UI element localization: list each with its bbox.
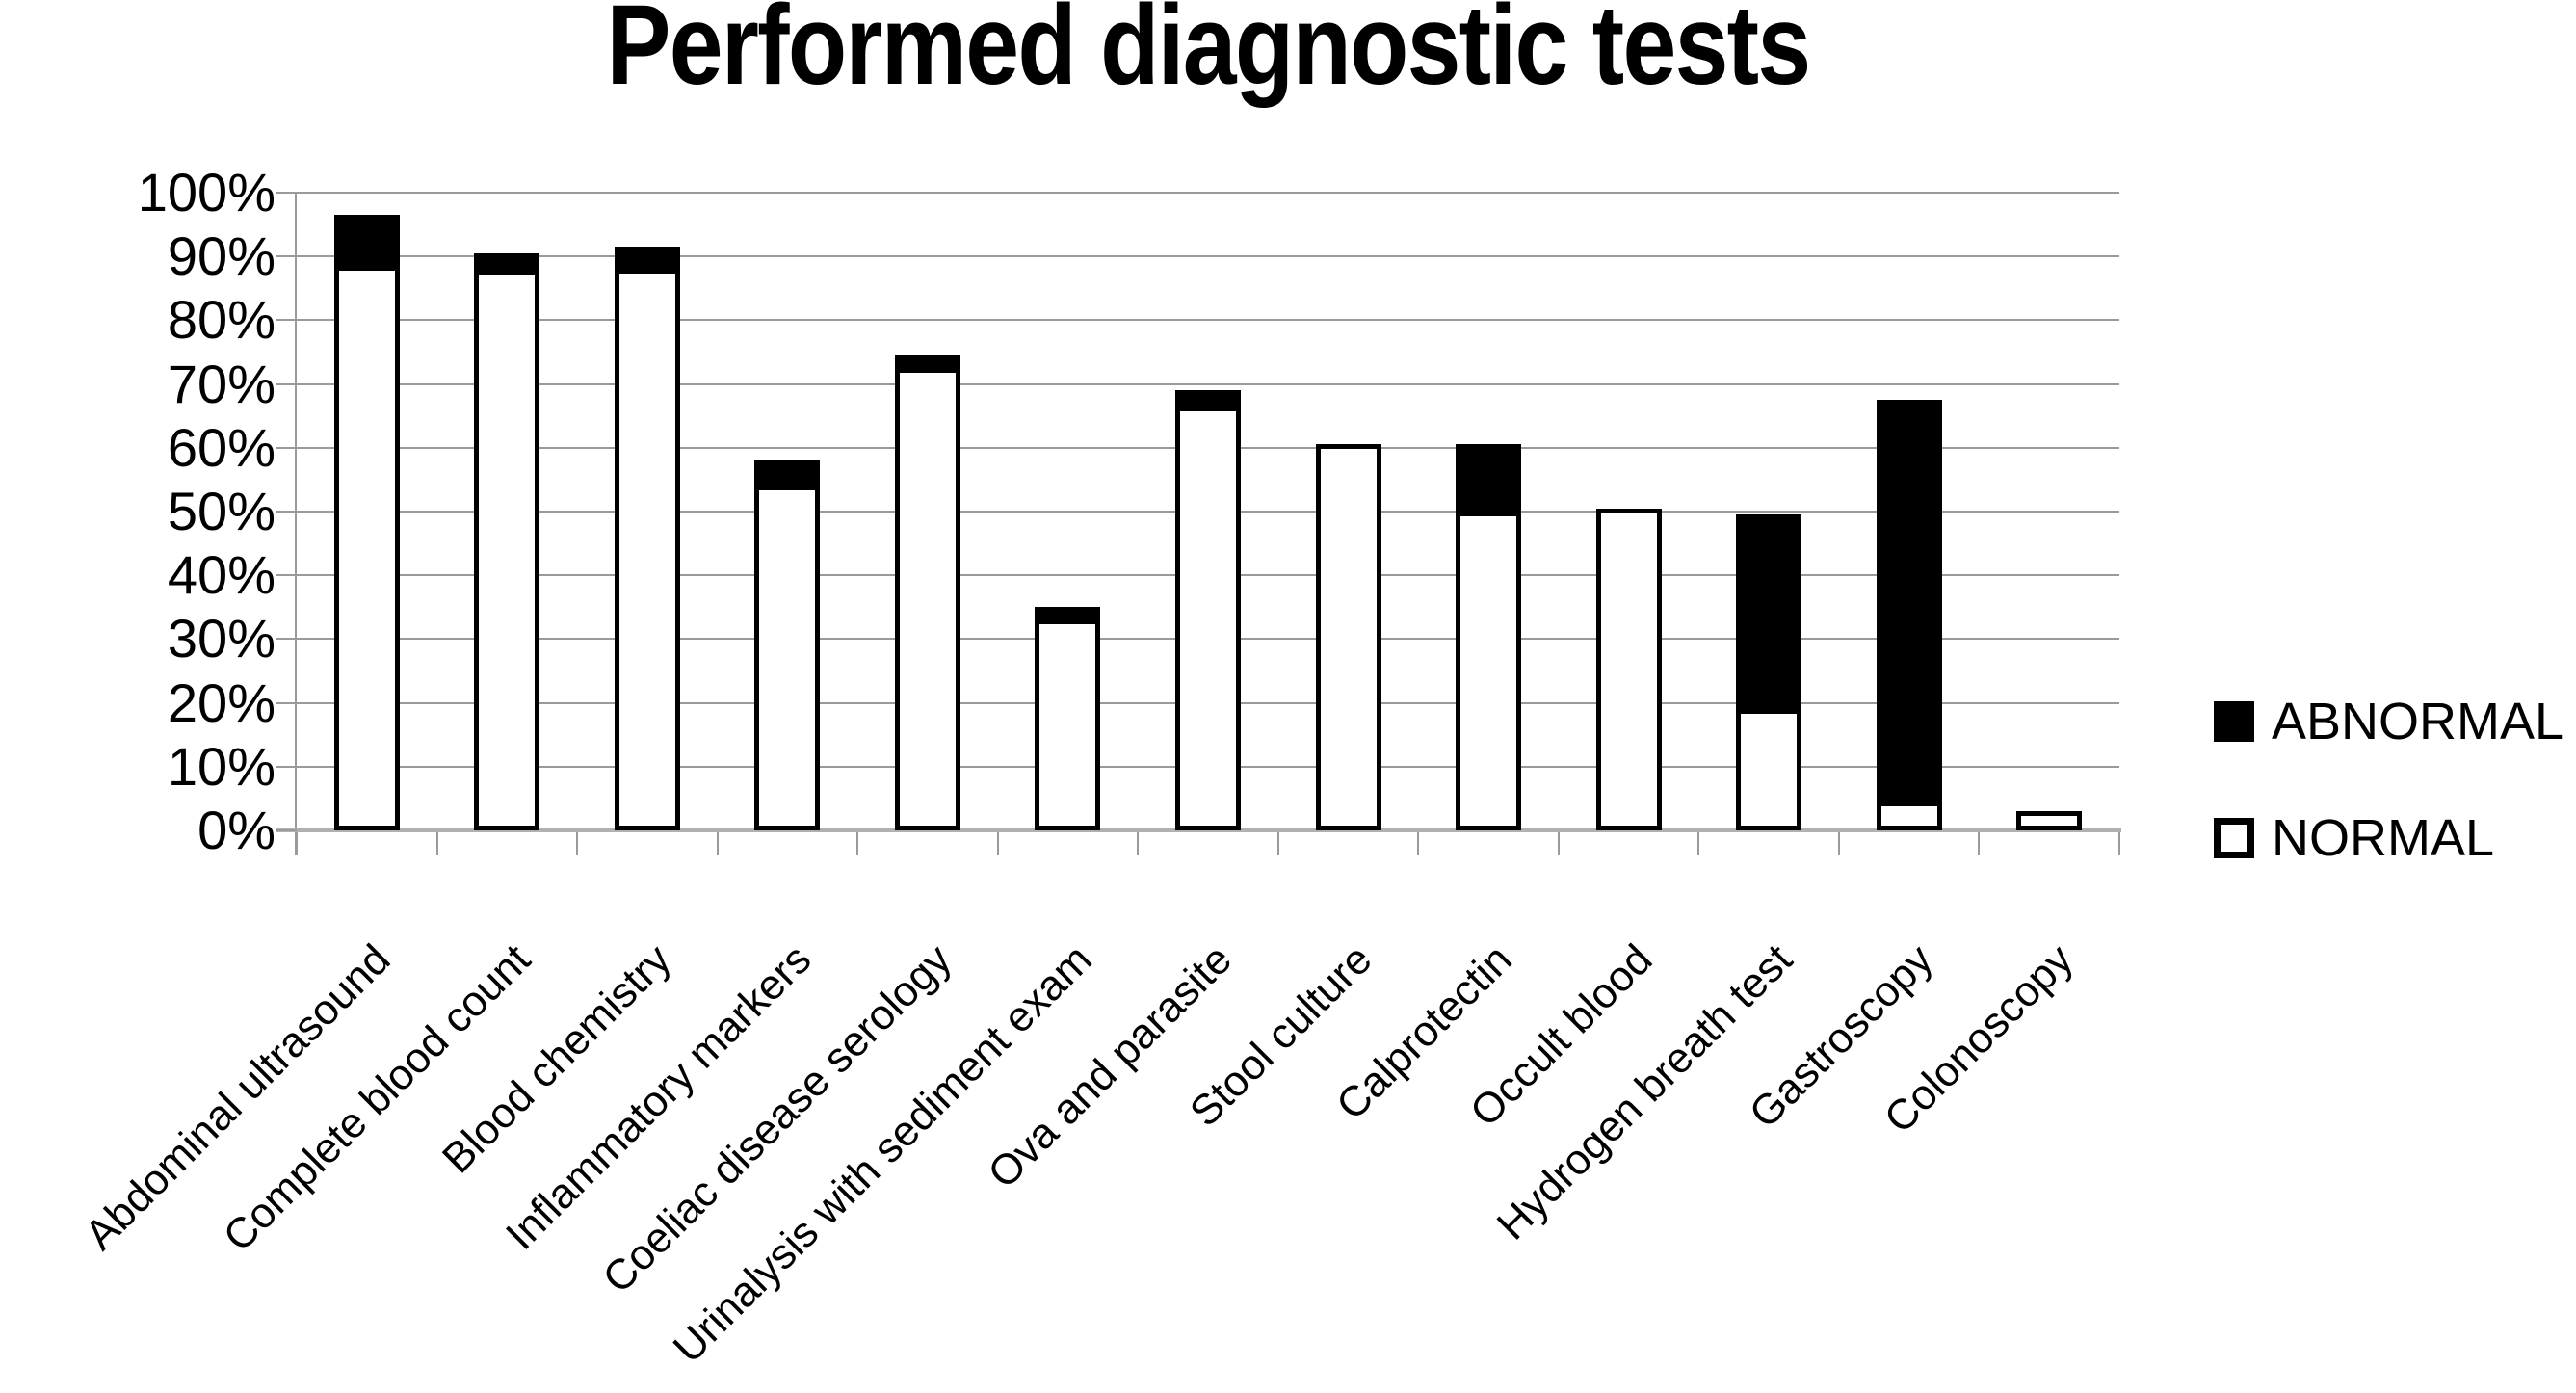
bar-segment-normal xyxy=(1595,509,1662,830)
bar-segment-normal xyxy=(754,486,821,830)
bar-segment-normal xyxy=(333,266,400,830)
x-tick-9 xyxy=(1557,832,1560,855)
bar-segment-abnormal xyxy=(1035,607,1101,619)
bar-complete-blood-count xyxy=(474,253,540,830)
bar-segment-normal xyxy=(1175,407,1241,830)
y-tick-40 xyxy=(276,574,297,577)
y-axis-label-10: 10% xyxy=(167,735,276,797)
bar-segment-abnormal xyxy=(614,247,680,269)
bar-segment-abnormal xyxy=(1456,444,1522,512)
gridline-100 xyxy=(297,192,2119,194)
x-tick-6 xyxy=(1137,832,1140,855)
bar-inflammatory-markers xyxy=(754,460,821,830)
bar-colonoscopy xyxy=(2016,811,2083,830)
x-tick-4 xyxy=(856,832,859,855)
x-tick-10 xyxy=(1697,832,1700,855)
bar-segment-normal xyxy=(1035,619,1101,830)
legend-label-normal: NORMAL xyxy=(2272,809,2495,867)
y-tick-70 xyxy=(276,382,297,385)
y-tick-50 xyxy=(276,511,297,513)
x-tick-7 xyxy=(1276,832,1279,855)
bar-segment-abnormal xyxy=(1736,514,1802,709)
y-axis-line xyxy=(295,193,297,855)
y-axis-label-90: 90% xyxy=(167,225,276,287)
legend-label-abnormal: ABNORMAL xyxy=(2272,693,2564,750)
x-tick-8 xyxy=(1417,832,1420,855)
gridline-80 xyxy=(297,319,2119,322)
x-axis-line xyxy=(276,828,2121,832)
y-tick-60 xyxy=(276,446,297,449)
y-axis-label-100: 100% xyxy=(137,162,276,223)
bar-segment-abnormal xyxy=(894,355,960,368)
bar-segment-normal xyxy=(894,368,960,830)
bar-blood-chemistry xyxy=(614,247,680,830)
bar-segment-normal xyxy=(2016,811,2083,830)
chart-title: Performed diagnostic tests xyxy=(606,0,1812,109)
x-tick-0 xyxy=(296,832,298,855)
bar-hydrogen-breath-test xyxy=(1736,514,1802,830)
bar-segment-normal xyxy=(1876,802,1942,830)
y-tick-20 xyxy=(276,701,297,704)
normal-swatch-icon xyxy=(2214,818,2254,858)
x-tick-13 xyxy=(2118,832,2120,855)
y-axis-label-80: 80% xyxy=(167,289,276,351)
x-tick-5 xyxy=(996,832,999,855)
bar-coeliac-disease-serology xyxy=(894,355,960,830)
y-axis-label-70: 70% xyxy=(167,353,276,414)
bar-urinalysis-with-sediment-exam xyxy=(1035,607,1101,830)
y-axis-label-60: 60% xyxy=(167,416,276,478)
y-tick-80 xyxy=(276,319,297,322)
y-tick-0 xyxy=(276,829,297,831)
y-axis-label-30: 30% xyxy=(167,608,276,670)
bar-segment-abnormal xyxy=(754,460,821,486)
gridline-70 xyxy=(297,382,2119,385)
y-axis-label-0: 0% xyxy=(197,800,276,860)
bar-segment-abnormal xyxy=(474,253,540,270)
x-tick-2 xyxy=(576,832,579,855)
bar-segment-normal xyxy=(1736,709,1802,830)
bar-segment-normal xyxy=(1315,444,1381,830)
bar-stool-culture xyxy=(1315,444,1381,830)
bar-abdominal-ultrasound xyxy=(333,215,400,830)
bar-occult-blood xyxy=(1595,509,1662,830)
gridline-90 xyxy=(297,255,2119,258)
y-tick-30 xyxy=(276,638,297,641)
plot-area: 100% 90% 80% 70% 60% 50% 40% 30% 20% 10% 0% Abdomin… xyxy=(76,164,2121,1372)
y-tick-100 xyxy=(276,192,297,194)
bar-calprotectin xyxy=(1456,444,1522,830)
legend-item-normal: NORMAL xyxy=(2214,809,2495,867)
y-axis-label-50: 50% xyxy=(167,481,276,541)
bar-ova-and-parasite xyxy=(1175,390,1241,830)
x-axis-label-ova-and-parasite: Ova and parasite xyxy=(979,935,1241,1197)
bar-segment-normal xyxy=(1456,512,1522,830)
abnormal-swatch-icon xyxy=(2214,701,2254,742)
y-axis-label-20: 20% xyxy=(167,671,276,733)
legend-item-abnormal: ABNORMAL xyxy=(2214,693,2564,750)
bar-segment-normal xyxy=(474,270,540,830)
y-tick-10 xyxy=(276,765,297,768)
x-tick-12 xyxy=(1978,832,1981,855)
bar-segment-normal xyxy=(614,269,680,830)
x-tick-11 xyxy=(1837,832,1840,855)
y-axis-label-40: 40% xyxy=(167,544,276,606)
bar-gastroscopy xyxy=(1876,400,1942,830)
y-tick-90 xyxy=(276,255,297,258)
bar-segment-abnormal xyxy=(1876,400,1942,802)
x-tick-3 xyxy=(716,832,719,855)
bar-segment-abnormal xyxy=(333,215,400,266)
bar-segment-abnormal xyxy=(1175,390,1241,407)
x-tick-1 xyxy=(435,832,438,855)
